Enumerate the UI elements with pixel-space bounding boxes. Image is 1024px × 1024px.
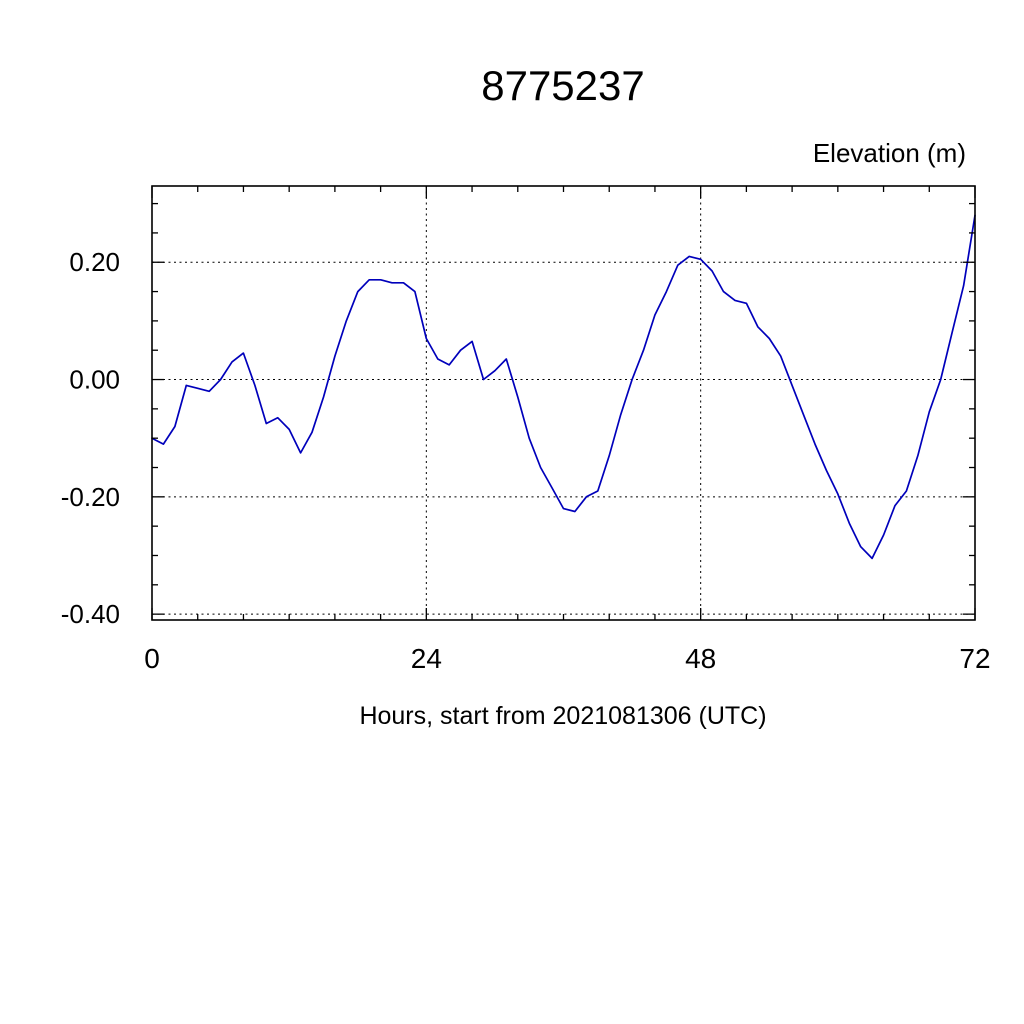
x-tick-label: 72 (959, 643, 990, 674)
plot-border (151, 185, 976, 621)
series-layer (151, 214, 976, 560)
y-tick-label: 0.00 (69, 365, 120, 395)
y-tick-label: -0.40 (61, 599, 120, 629)
elevation-line (151, 214, 976, 560)
axes-layer (151, 185, 976, 621)
x-tick-label: 0 (144, 643, 160, 674)
y-tick-label: 0.20 (69, 247, 120, 277)
x-tick-label: 24 (411, 643, 442, 674)
grid-layer (152, 186, 975, 620)
x-axis-title: Hours, start from 2021081306 (UTC) (359, 702, 766, 730)
x-tick-label: 48 (685, 643, 716, 674)
y-tick-label: -0.20 (61, 482, 120, 512)
chart-title: 8775237 (481, 62, 645, 109)
y-axis-title: Elevation (m) (813, 138, 966, 168)
tick-label-layer: 0 24 48 72 0.20 0.00 -0.20 -0.40 (61, 247, 991, 674)
